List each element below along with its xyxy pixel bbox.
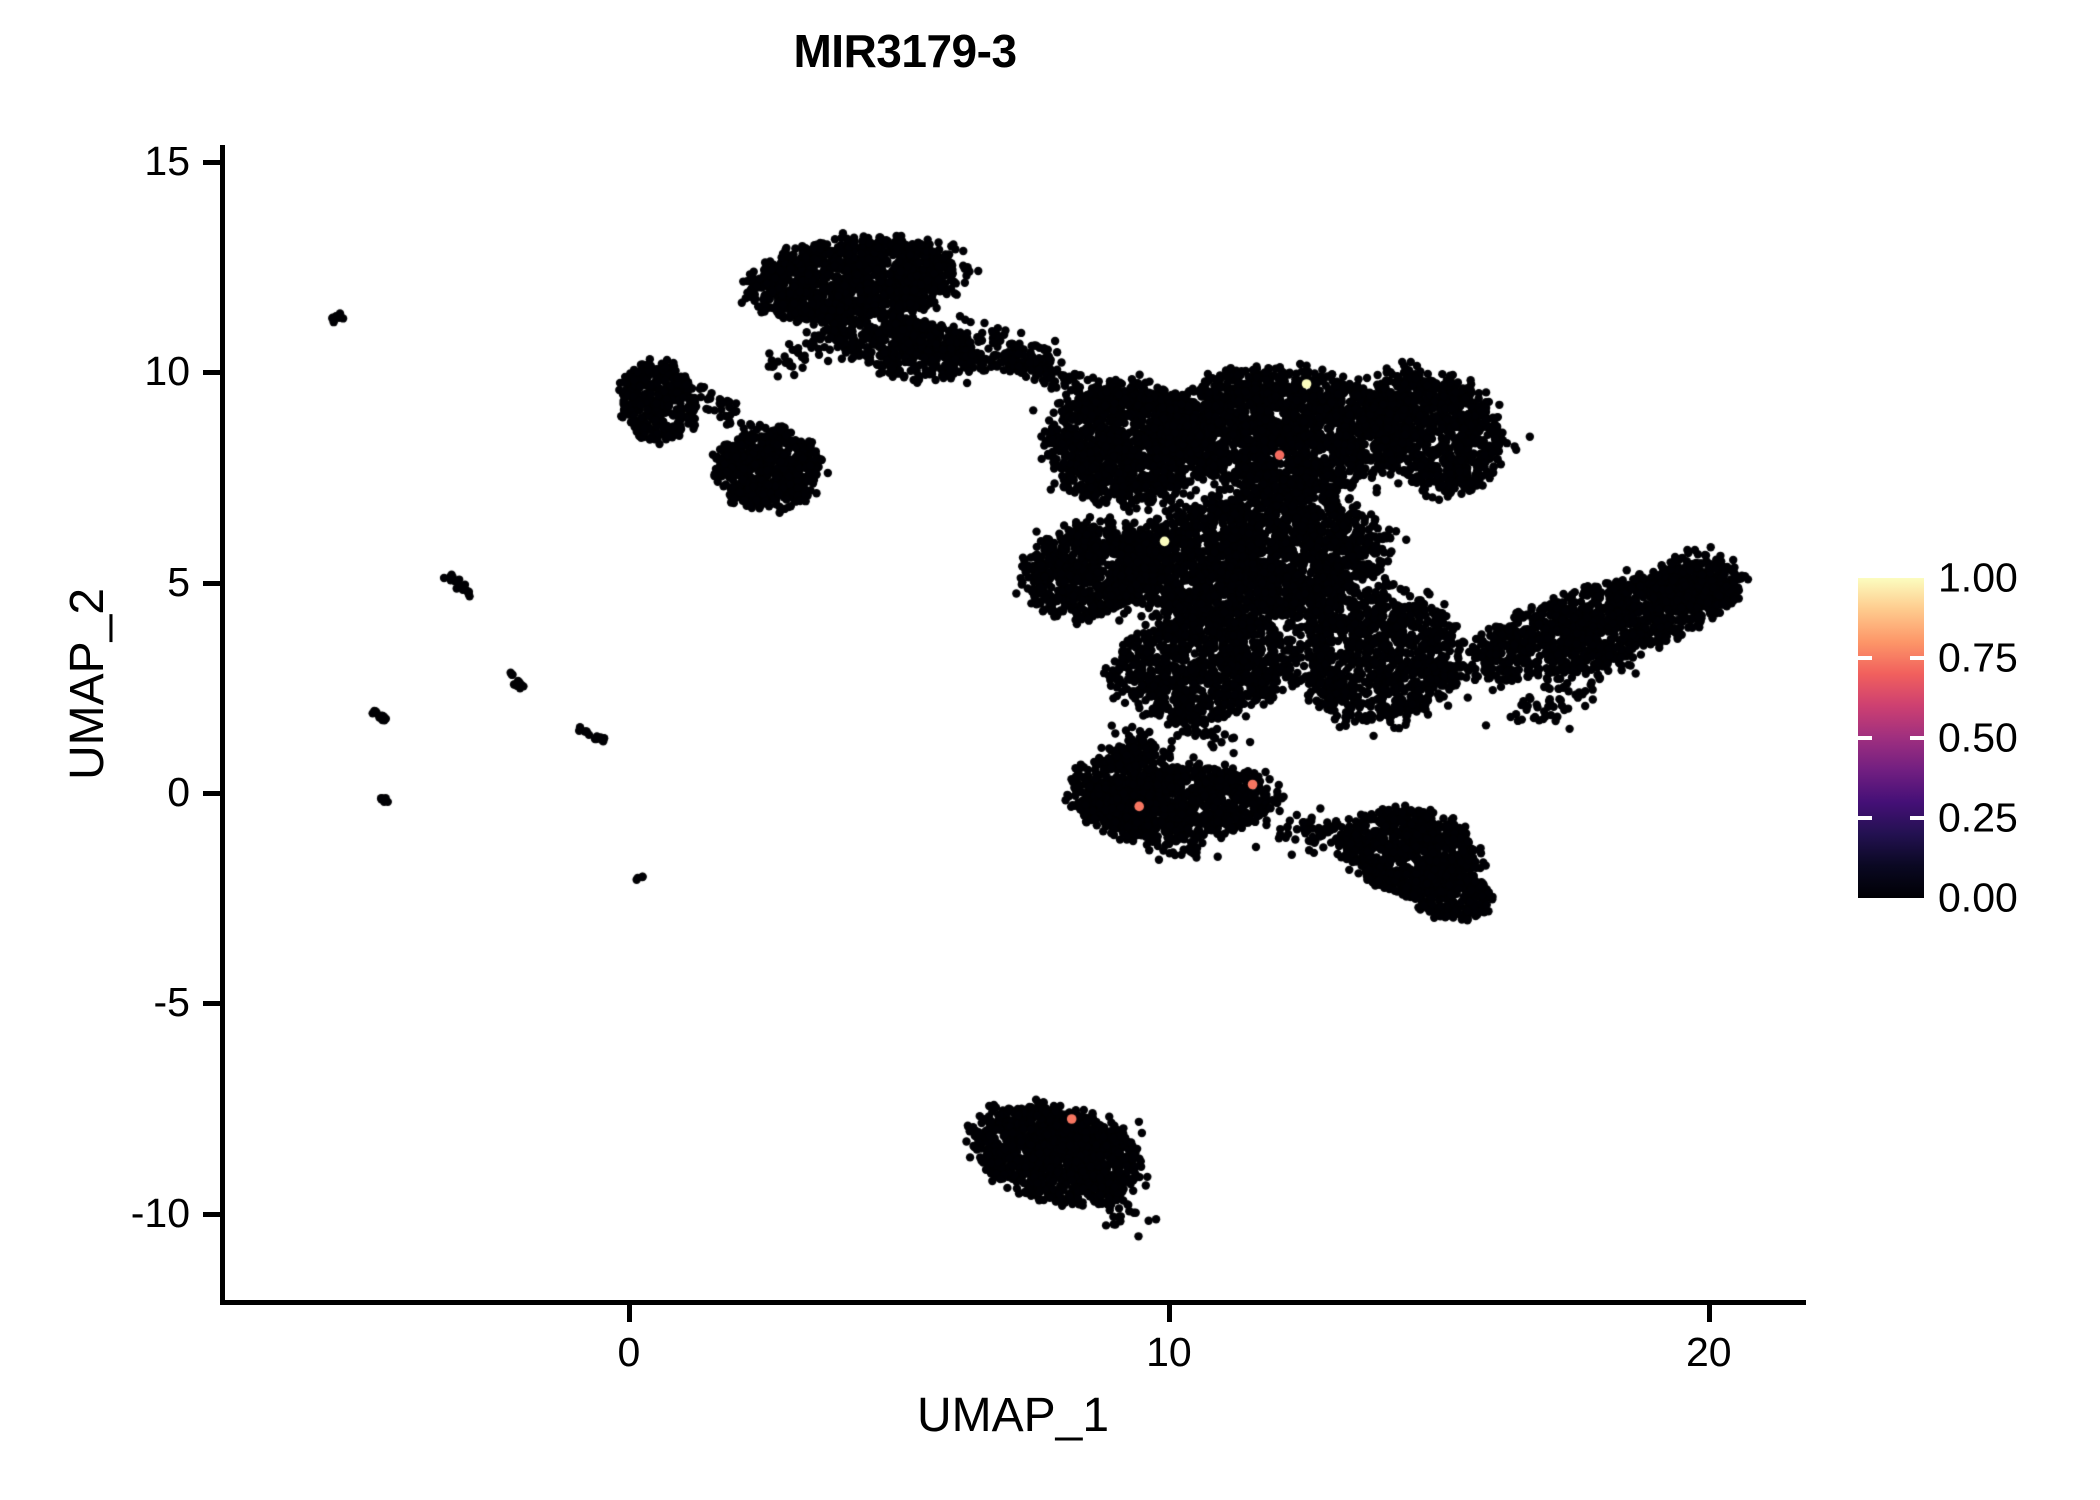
colorbar-tick-mark [1858,656,1872,660]
colorbar-tick-mark [1910,736,1924,740]
x-tick-label: 20 [1685,1329,1732,1375]
umap-scatter-canvas [224,145,1806,1302]
y-tick-mark [203,580,220,586]
colorbar-tick-label: 0.00 [1938,874,2018,921]
colorbar-tick-mark [1910,816,1924,820]
y-tick-mark [203,370,220,376]
y-tick-mark [203,159,220,165]
x-axis-title: UMAP_1 [916,1389,1110,1442]
y-tick-label: 10 [144,348,190,395]
colorbar-tick-mark [1910,656,1924,660]
y-tick-mark [203,790,220,796]
colorbar-tick-mark [1858,816,1872,820]
x-tick-label: 0 [617,1329,641,1375]
y-tick-label: 0 [167,768,190,815]
y-axis-line [220,145,225,1305]
colorbar [1858,578,1924,898]
y-tick-label: 5 [167,558,190,605]
y-tick-label: -10 [130,1189,190,1236]
colorbar-tick-mark [1858,736,1872,740]
y-axis-title: UMAP_2 [61,587,114,781]
x-axis-line [220,1300,1806,1305]
y-tick-label: -5 [153,979,190,1026]
colorbar-tick-label: 1.00 [1938,554,2018,601]
y-tick-label: 15 [144,137,190,184]
y-tick-mark [203,1001,220,1007]
colorbar-tick-label: 0.75 [1938,634,2018,681]
y-tick-mark [203,1211,220,1217]
x-tick-mark [626,1305,632,1322]
page-title: MIR3179-3 [793,25,1017,77]
x-tick-label: 10 [1146,1329,1192,1375]
x-tick-mark [1706,1305,1712,1322]
colorbar-tick-label: 0.50 [1938,714,2018,761]
x-tick-mark [1166,1305,1172,1322]
colorbar-tick-label: 0.25 [1938,794,2018,841]
scatter-plot-panel [224,145,1806,1302]
colorbar-legend: 1.00 0.75 0.50 0.25 0.00 [1858,557,2088,918]
